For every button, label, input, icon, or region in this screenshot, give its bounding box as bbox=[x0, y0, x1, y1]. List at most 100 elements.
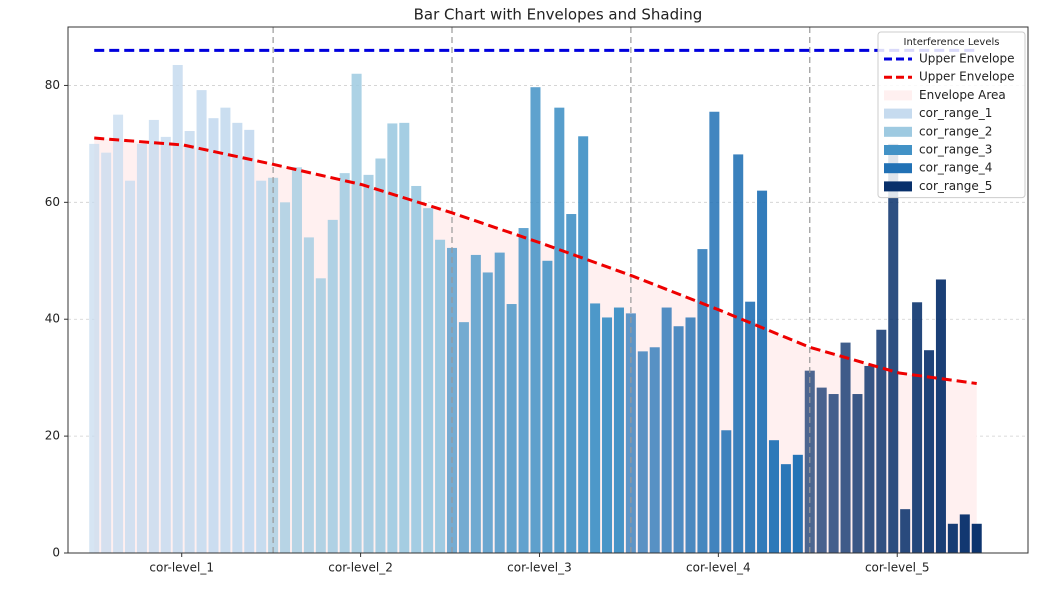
y-tick-label: 20 bbox=[45, 429, 60, 443]
bar bbox=[375, 158, 386, 553]
bar bbox=[136, 143, 147, 553]
bar bbox=[208, 118, 219, 553]
bar bbox=[542, 260, 553, 553]
bar bbox=[232, 122, 243, 554]
bar bbox=[768, 440, 779, 553]
bar bbox=[613, 307, 624, 553]
bar bbox=[673, 326, 684, 553]
y-tick-label: 40 bbox=[45, 312, 60, 326]
bar bbox=[184, 131, 195, 553]
bar bbox=[351, 73, 362, 553]
bar bbox=[244, 129, 255, 553]
y-tick-label: 60 bbox=[45, 195, 60, 209]
x-tick-label: cor-level_5 bbox=[865, 561, 930, 575]
bar bbox=[947, 523, 958, 553]
bar bbox=[685, 317, 696, 553]
legend-label: cor_range_4 bbox=[919, 161, 992, 175]
bar bbox=[411, 185, 422, 554]
bar bbox=[494, 252, 505, 553]
bar bbox=[125, 180, 136, 553]
bar bbox=[852, 394, 863, 553]
bar bbox=[637, 351, 648, 553]
bar bbox=[160, 136, 171, 553]
bar bbox=[256, 180, 267, 553]
bar bbox=[780, 464, 791, 553]
bar bbox=[864, 365, 875, 553]
legend-label: Upper Envelope bbox=[919, 70, 1015, 84]
bar bbox=[733, 154, 744, 554]
bar bbox=[709, 111, 720, 553]
bar bbox=[649, 347, 660, 553]
bar bbox=[745, 301, 756, 553]
bar bbox=[303, 237, 314, 553]
legend-label: cor_range_1 bbox=[919, 106, 992, 120]
bar bbox=[935, 279, 946, 553]
bar bbox=[590, 303, 601, 553]
bar bbox=[602, 317, 613, 553]
legend-swatch bbox=[884, 108, 912, 119]
bar bbox=[888, 143, 899, 553]
bar bbox=[578, 136, 589, 553]
bar bbox=[196, 90, 207, 554]
bar bbox=[721, 430, 732, 553]
legend-swatch bbox=[884, 163, 912, 174]
bar bbox=[924, 350, 935, 553]
legend-label: cor_range_5 bbox=[919, 179, 992, 193]
y-tick-label: 0 bbox=[52, 546, 60, 560]
bar bbox=[399, 122, 410, 554]
legend-swatch bbox=[884, 145, 912, 155]
y-tick-label: 80 bbox=[45, 78, 60, 92]
legend-swatch bbox=[884, 126, 912, 137]
envelope-line bbox=[94, 136, 977, 385]
bar bbox=[89, 143, 100, 553]
chart-title: Bar Chart with Envelopes and Shading bbox=[414, 6, 703, 24]
bar bbox=[506, 304, 517, 553]
bar bbox=[697, 249, 708, 554]
legend-title: Interference Levels bbox=[904, 37, 1000, 48]
bar bbox=[280, 202, 291, 554]
bar bbox=[435, 239, 446, 553]
bar bbox=[518, 228, 529, 553]
bar bbox=[101, 152, 112, 553]
bar bbox=[327, 219, 338, 553]
plot-frame bbox=[67, 26, 1029, 554]
legend-label: Upper Envelope bbox=[919, 52, 1015, 66]
bar bbox=[268, 177, 279, 553]
bar bbox=[816, 387, 827, 553]
bar bbox=[172, 64, 183, 553]
bar bbox=[113, 114, 124, 554]
bar bbox=[339, 173, 350, 553]
bar bbox=[291, 167, 302, 553]
x-tick-label: cor-level_1 bbox=[149, 561, 214, 575]
bar bbox=[900, 509, 911, 553]
x-tick-label: cor-level_3 bbox=[507, 561, 572, 575]
legend-label: Envelope Area bbox=[919, 88, 1006, 102]
bar bbox=[757, 190, 768, 553]
legend-box bbox=[877, 31, 1026, 199]
x-tick-label: cor-level_4 bbox=[686, 561, 751, 575]
bar bbox=[423, 208, 434, 553]
bar bbox=[458, 322, 469, 553]
bar bbox=[554, 107, 565, 554]
x-tick-label: cor-level_2 bbox=[328, 561, 393, 575]
bar bbox=[840, 342, 851, 553]
bar bbox=[959, 514, 970, 553]
bar bbox=[470, 254, 481, 553]
legend-swatch bbox=[884, 90, 912, 101]
legend-label: cor_range_2 bbox=[919, 124, 992, 138]
bar bbox=[912, 302, 923, 553]
bar bbox=[482, 272, 493, 553]
bar bbox=[625, 313, 636, 553]
bar bbox=[315, 278, 326, 553]
bar bbox=[792, 454, 803, 553]
bar bbox=[148, 119, 159, 553]
bar bbox=[876, 329, 887, 553]
legend-label: cor_range_3 bbox=[919, 143, 992, 157]
bar bbox=[971, 523, 982, 553]
bar bbox=[387, 123, 398, 553]
legend-swatch bbox=[884, 181, 912, 192]
bar bbox=[828, 394, 839, 553]
bar bbox=[363, 174, 374, 553]
